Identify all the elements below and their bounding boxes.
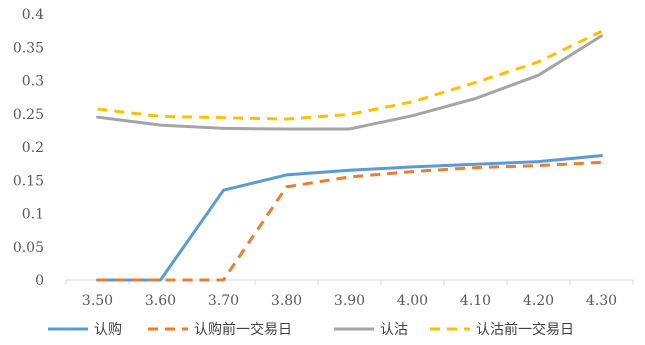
x-tick-label: 3.60	[145, 293, 176, 309]
legend-label-1: 认购前一交易日	[194, 321, 292, 338]
series-line-0	[96, 154, 603, 282]
legend-label-2: 认沽	[380, 322, 408, 338]
x-tick-label: 4.30	[586, 293, 617, 309]
x-tick-label: 3.50	[82, 293, 113, 309]
x-tick-label: 4.00	[397, 293, 428, 309]
series-line-3	[97, 29, 603, 121]
x-tick-label: 3.90	[334, 293, 365, 309]
y-tick-label: 0.35	[13, 40, 44, 56]
x-axis-ticks: 3.50 3.60 3.70 3.80 3.90 4.00 4.10 4.20 4.30	[65, 280, 634, 309]
y-tick-label: 0.2	[22, 140, 44, 156]
legend-label-3: 认沽前一交易日	[476, 321, 574, 338]
y-tick-label: 0.25	[13, 107, 44, 123]
x-tick-label: 3.80	[271, 293, 302, 309]
y-tick-label: 0.1	[22, 207, 44, 223]
legend-label-0: 认购	[94, 322, 122, 338]
y-tick-label: 0.05	[13, 240, 44, 256]
y-axis-ticks: 0 0.05 0.1 0.15 0.2 0.25 0.3 0.35 0.4	[13, 7, 44, 289]
y-tick-label: 0.3	[22, 74, 44, 90]
series-lines	[96, 29, 603, 282]
series-line-2	[96, 34, 603, 131]
x-tick-label: 4.20	[523, 293, 554, 309]
y-tick-label: 0.15	[13, 173, 44, 189]
x-tick-label: 4.10	[460, 293, 491, 309]
y-tick-label: 0	[35, 273, 44, 289]
legend: 认购 认购前一交易日 认沽 认沽前一交易日	[48, 321, 574, 338]
x-tick-label: 3.70	[208, 293, 239, 309]
y-tick-label: 0.4	[22, 7, 44, 23]
